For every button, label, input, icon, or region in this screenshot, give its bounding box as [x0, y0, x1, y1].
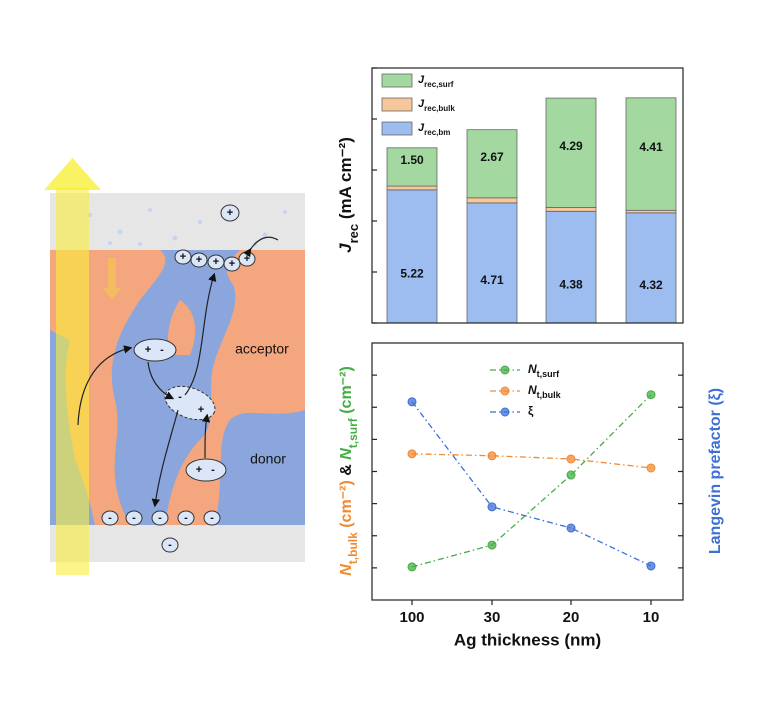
bar-segment [625, 97, 677, 211]
charge-sign: - [168, 539, 172, 551]
bar-segment [466, 202, 518, 324]
x-tick-label: 20 [563, 609, 580, 626]
charge-sign: - [108, 512, 112, 524]
charge-sign: + [145, 344, 151, 356]
x-axis-label: Ag thickness (nm) [454, 630, 601, 649]
series-line [411, 453, 652, 469]
top-layer [50, 193, 305, 250]
charge-sign: + [244, 253, 250, 265]
charge-sign: - [158, 512, 162, 524]
legend-label: Jrec,bm [418, 122, 450, 137]
y-axis-label-part: & [338, 460, 355, 480]
charge-sign: - [210, 512, 214, 524]
bar-segment [545, 207, 597, 212]
y-axis-label-part: Nt,bulk (cm⁻²) [338, 480, 360, 576]
charge-sign: + [213, 256, 219, 268]
bar-segment [386, 147, 438, 187]
light-arrow [44, 158, 101, 190]
y-axis-label: Jrec (mA cm⁻²) [336, 137, 360, 253]
plot-frame [371, 67, 684, 324]
charge-sign: - [132, 512, 136, 524]
pathways [77, 236, 279, 508]
marker [566, 523, 576, 533]
bar-segment [466, 197, 518, 204]
charge-shells [101, 204, 256, 553]
charge-sign: + [196, 464, 202, 476]
legend-marker [500, 365, 510, 375]
series-line [411, 401, 652, 567]
acceptor-region [165, 250, 305, 525]
marker [566, 454, 576, 464]
x-tick-label: 30 [484, 609, 501, 626]
value-label: 2.67 [480, 150, 504, 164]
value-label: 4.41 [639, 140, 663, 154]
reflection-arrow [103, 258, 121, 300]
legend-label: Nt,bulk [528, 383, 562, 400]
region-label: donor [250, 451, 286, 467]
marker [407, 562, 417, 572]
marker [407, 397, 417, 407]
legend-label: Nt,surf [528, 362, 560, 379]
y-axis-label-part: Nt,surf (cm⁻²) [338, 366, 360, 460]
value-label: 4.71 [480, 273, 504, 287]
marker [407, 449, 417, 459]
device-diagram: acceptor donor [44, 158, 305, 575]
acceptor-region [168, 300, 196, 355]
x-tick-label: 100 [399, 609, 424, 626]
x-tick-label: 10 [643, 609, 660, 626]
value-label: 1.50 [400, 153, 424, 167]
charge-sign: + [227, 207, 233, 219]
legend-marker [500, 407, 510, 417]
legend-marker [500, 386, 510, 396]
light-beam [56, 188, 89, 575]
bar-segment [625, 212, 677, 324]
value-label: 4.32 [639, 278, 663, 292]
marker [487, 540, 497, 550]
bar-segment [466, 129, 518, 199]
value-label: 4.38 [559, 277, 583, 291]
charge-sign: - [184, 512, 188, 524]
region-label: acceptor [235, 341, 289, 357]
charge-sign: + [198, 404, 204, 416]
legend-label: Jrec,surf [418, 74, 454, 89]
marker [487, 451, 497, 461]
marker [646, 463, 656, 473]
plot-frame [371, 342, 684, 601]
charge-sign: + [196, 254, 202, 266]
legend-label: ξ [528, 404, 534, 418]
bar-segment [545, 97, 597, 208]
bar-segment [386, 185, 438, 191]
charge-sign: + [180, 251, 186, 263]
bar-segment [386, 189, 438, 324]
charge-sign: - [211, 464, 215, 476]
legend-swatch [381, 73, 413, 88]
series-line [411, 394, 652, 568]
y-axis-label: Nt,bulk (cm⁻²) & Nt,surf (cm⁻²) [338, 366, 360, 576]
legend-swatch [381, 97, 413, 112]
charge-sign: + [229, 258, 235, 270]
marker [646, 561, 656, 571]
charge-sign: - [178, 391, 182, 403]
marker [487, 502, 497, 512]
particles [88, 208, 287, 246]
legend-swatch [381, 121, 413, 136]
bar-segment [545, 210, 597, 324]
legend-label: Jrec,bulk [418, 98, 455, 113]
charge-sign: - [160, 344, 164, 356]
y2-axis-label: Langevin prefactor (ξ) [707, 388, 724, 554]
marker [566, 470, 576, 480]
marker [646, 390, 656, 400]
value-label: 5.22 [400, 267, 424, 281]
value-label: 4.29 [559, 139, 583, 153]
